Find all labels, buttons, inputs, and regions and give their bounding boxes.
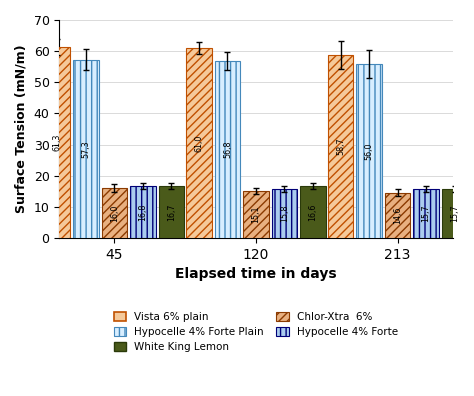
Text: 16,6: 16,6	[309, 204, 318, 221]
Bar	[215, 61, 240, 238]
Bar	[73, 59, 99, 238]
Text: 16,7: 16,7	[167, 203, 176, 221]
Bar	[385, 192, 410, 238]
Bar	[328, 55, 353, 238]
Text: 57,3: 57,3	[82, 140, 91, 158]
Text: 16,0: 16,0	[110, 204, 119, 222]
Bar	[272, 189, 297, 238]
Bar	[356, 64, 382, 238]
Text: 15,8: 15,8	[280, 205, 289, 222]
Bar	[159, 186, 184, 238]
Text: 16,8: 16,8	[138, 203, 147, 221]
Text: 61,0: 61,0	[194, 134, 203, 152]
Bar	[442, 189, 467, 238]
Bar	[300, 186, 326, 238]
Text: 56,0: 56,0	[365, 142, 374, 160]
Text: 15,7: 15,7	[450, 205, 459, 223]
Text: 15,1: 15,1	[252, 206, 261, 223]
Bar	[45, 47, 70, 238]
Bar	[130, 186, 155, 238]
Bar	[186, 48, 212, 238]
Bar	[243, 191, 269, 238]
Text: 56,8: 56,8	[223, 141, 232, 158]
Text: 58,7: 58,7	[336, 138, 345, 155]
Text: 61,3: 61,3	[53, 134, 62, 151]
Legend: Vista 6% plain, Hypocelle 4% Forte Plain, White King Lemon, Chlor-Xtra  6%, Hypo: Vista 6% plain, Hypocelle 4% Forte Plain…	[110, 308, 401, 355]
Bar	[413, 189, 439, 238]
Text: 15,7: 15,7	[421, 205, 430, 223]
Bar	[101, 188, 127, 238]
X-axis label: Elapsed time in days: Elapsed time in days	[175, 267, 337, 281]
Text: 14,6: 14,6	[393, 207, 402, 224]
Y-axis label: Surface Tension (mN/m): Surface Tension (mN/m)	[15, 45, 28, 213]
